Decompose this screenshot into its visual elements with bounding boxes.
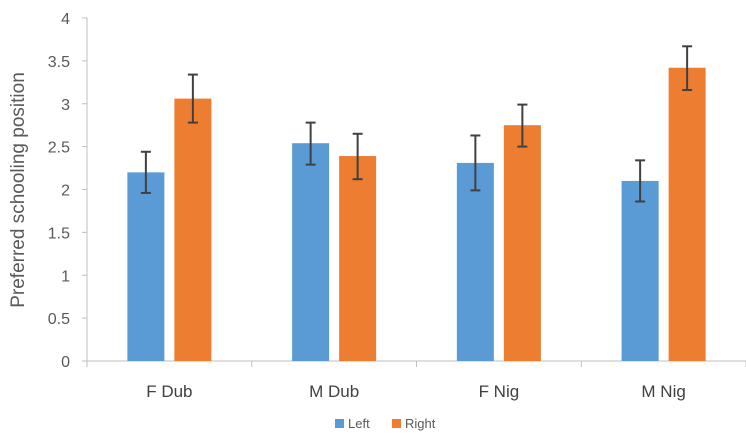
- bars: [127, 67, 706, 362]
- y-axis-title-group: Preferred schooling position: [8, 72, 29, 308]
- y-tick-label: 2.5: [48, 140, 70, 157]
- y-tick-label: 1.5: [48, 225, 70, 242]
- bar-right-f-nig: [503, 125, 541, 361]
- y-axis-title: Preferred schooling position: [8, 72, 29, 308]
- x-tick-label: M Nig: [641, 382, 685, 401]
- bar-left-f-dub: [127, 172, 165, 361]
- x-tick-label: F Nig: [479, 382, 520, 401]
- legend-label-right: Right: [405, 416, 436, 431]
- x-tick-label: M Dub: [309, 382, 359, 401]
- x-tick-labels: F Dub M Dub F Nig M Nig: [146, 382, 686, 401]
- error-bars: [140, 45, 693, 203]
- bar-right-f-dub: [174, 98, 212, 361]
- y-tick-label: 0.5: [48, 311, 70, 328]
- bar-left-m-dub: [292, 143, 330, 361]
- y-tick-label: 4: [61, 11, 70, 28]
- y-tick-label: 0: [61, 354, 70, 371]
- bar-left-f-nig: [456, 162, 494, 361]
- y-tick-label: 1: [61, 268, 70, 285]
- bar-right-m-nig: [668, 67, 706, 362]
- y-tick-labels: 0 0.5 1 1.5 2 2.5 3 3.5 4: [48, 11, 70, 371]
- legend-swatch-right: [392, 419, 401, 428]
- x-tick-label: F Dub: [146, 382, 192, 401]
- legend-swatch-left: [335, 419, 344, 428]
- legend: Left Right: [335, 416, 436, 431]
- y-tick-label: 3.5: [48, 54, 70, 71]
- bar-left-m-nig: [621, 180, 659, 361]
- bar-right-m-dub: [339, 156, 377, 361]
- y-tick-label: 2: [61, 183, 70, 200]
- legend-label-left: Left: [348, 416, 370, 431]
- y-tick-label: 3: [61, 97, 70, 114]
